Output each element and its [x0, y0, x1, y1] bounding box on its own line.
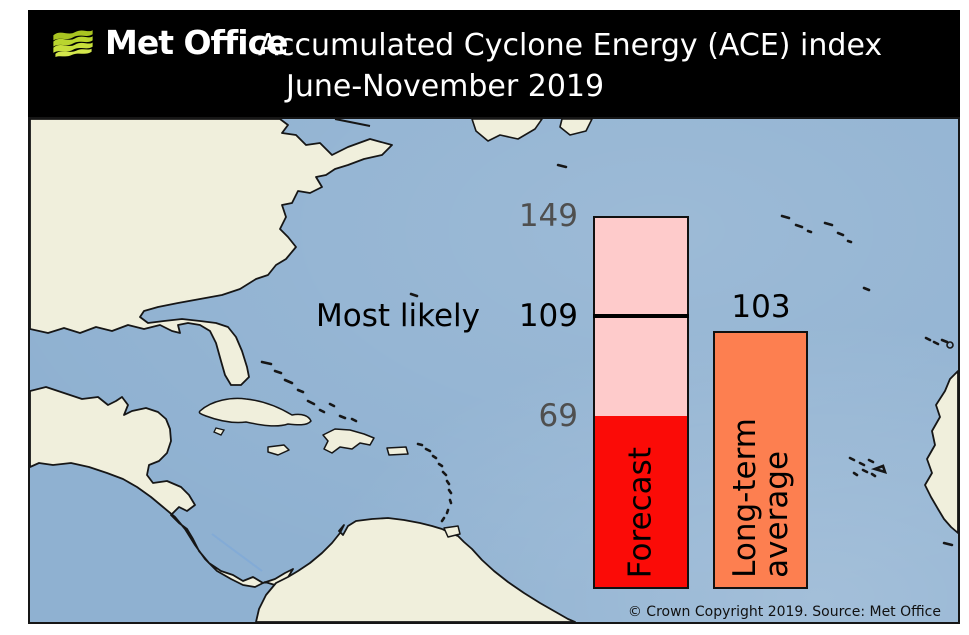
- south-america-landmass: [255, 517, 576, 622]
- africa-coast-islet: [942, 541, 954, 547]
- north-america-landmass: [30, 119, 393, 386]
- tick-low: 69: [538, 398, 578, 435]
- newfoundland-island: [471, 119, 543, 142]
- longterm-label-line-1: Long-term: [726, 418, 763, 578]
- bahamas-islands: [260, 360, 358, 423]
- central-america-landmass: [30, 386, 294, 588]
- sable-island: [556, 163, 568, 169]
- puerto-rico-island: [386, 446, 409, 456]
- azores-islands: [780, 214, 853, 244]
- tick-most-likely: 109: [518, 298, 578, 335]
- longterm-label-line-2: average: [758, 451, 795, 578]
- cape-verde-outline: [870, 464, 888, 474]
- copyright-text: © Crown Copyright 2019. Source: Met Offi…: [627, 604, 941, 620]
- title-line-2: June-November 2019: [286, 69, 605, 104]
- most-likely-line: [593, 314, 689, 319]
- forecast-bar-label: Forecast: [622, 446, 659, 578]
- longterm-value-label: 103: [731, 289, 791, 326]
- figure-title: Accumulated Cyclone Energy (ACE) index J…: [258, 28, 882, 105]
- africa-landmass: [924, 370, 958, 534]
- met-office-waves-icon: [53, 30, 93, 57]
- header-bar: Met Office Accumulated Cyclone Energy (A…: [28, 10, 960, 117]
- canary-islands: [924, 336, 949, 346]
- maritime-island: [559, 119, 593, 136]
- title-line-1: Accumulated Cyclone Energy (ACE) index: [258, 28, 883, 63]
- hispaniola-island: [322, 428, 375, 454]
- forecast-red-segment: [595, 416, 687, 587]
- map-coastlines-svg: [30, 119, 958, 622]
- tick-high: 149: [518, 198, 578, 234]
- longterm-bar-label: Long-term average: [726, 418, 795, 578]
- most-likely-label: Most likely: [316, 298, 480, 335]
- shipping-route-line: [211, 533, 263, 572]
- forecast-bar: Forecast: [593, 216, 689, 589]
- lesser-antilles-islands: [416, 442, 453, 523]
- jamaica-island: [267, 444, 290, 456]
- madeira-island: [862, 286, 871, 292]
- trinidad-island: [443, 525, 461, 538]
- st-lawrence-inlet: [334, 119, 371, 127]
- longterm-bar: Long-term average: [713, 331, 808, 589]
- brand-text: Met Office: [105, 23, 289, 62]
- cuba-island: [198, 397, 312, 427]
- isle-of-youth: [213, 427, 226, 436]
- met-office-logo: Met Office: [50, 23, 289, 62]
- canary-ring-island: [946, 341, 954, 349]
- atlantic-basin-map: Most likely 149 109 69 103 Forecast Long…: [28, 117, 960, 624]
- bermuda-island: [409, 292, 419, 298]
- cape-verde-islands: [848, 456, 877, 478]
